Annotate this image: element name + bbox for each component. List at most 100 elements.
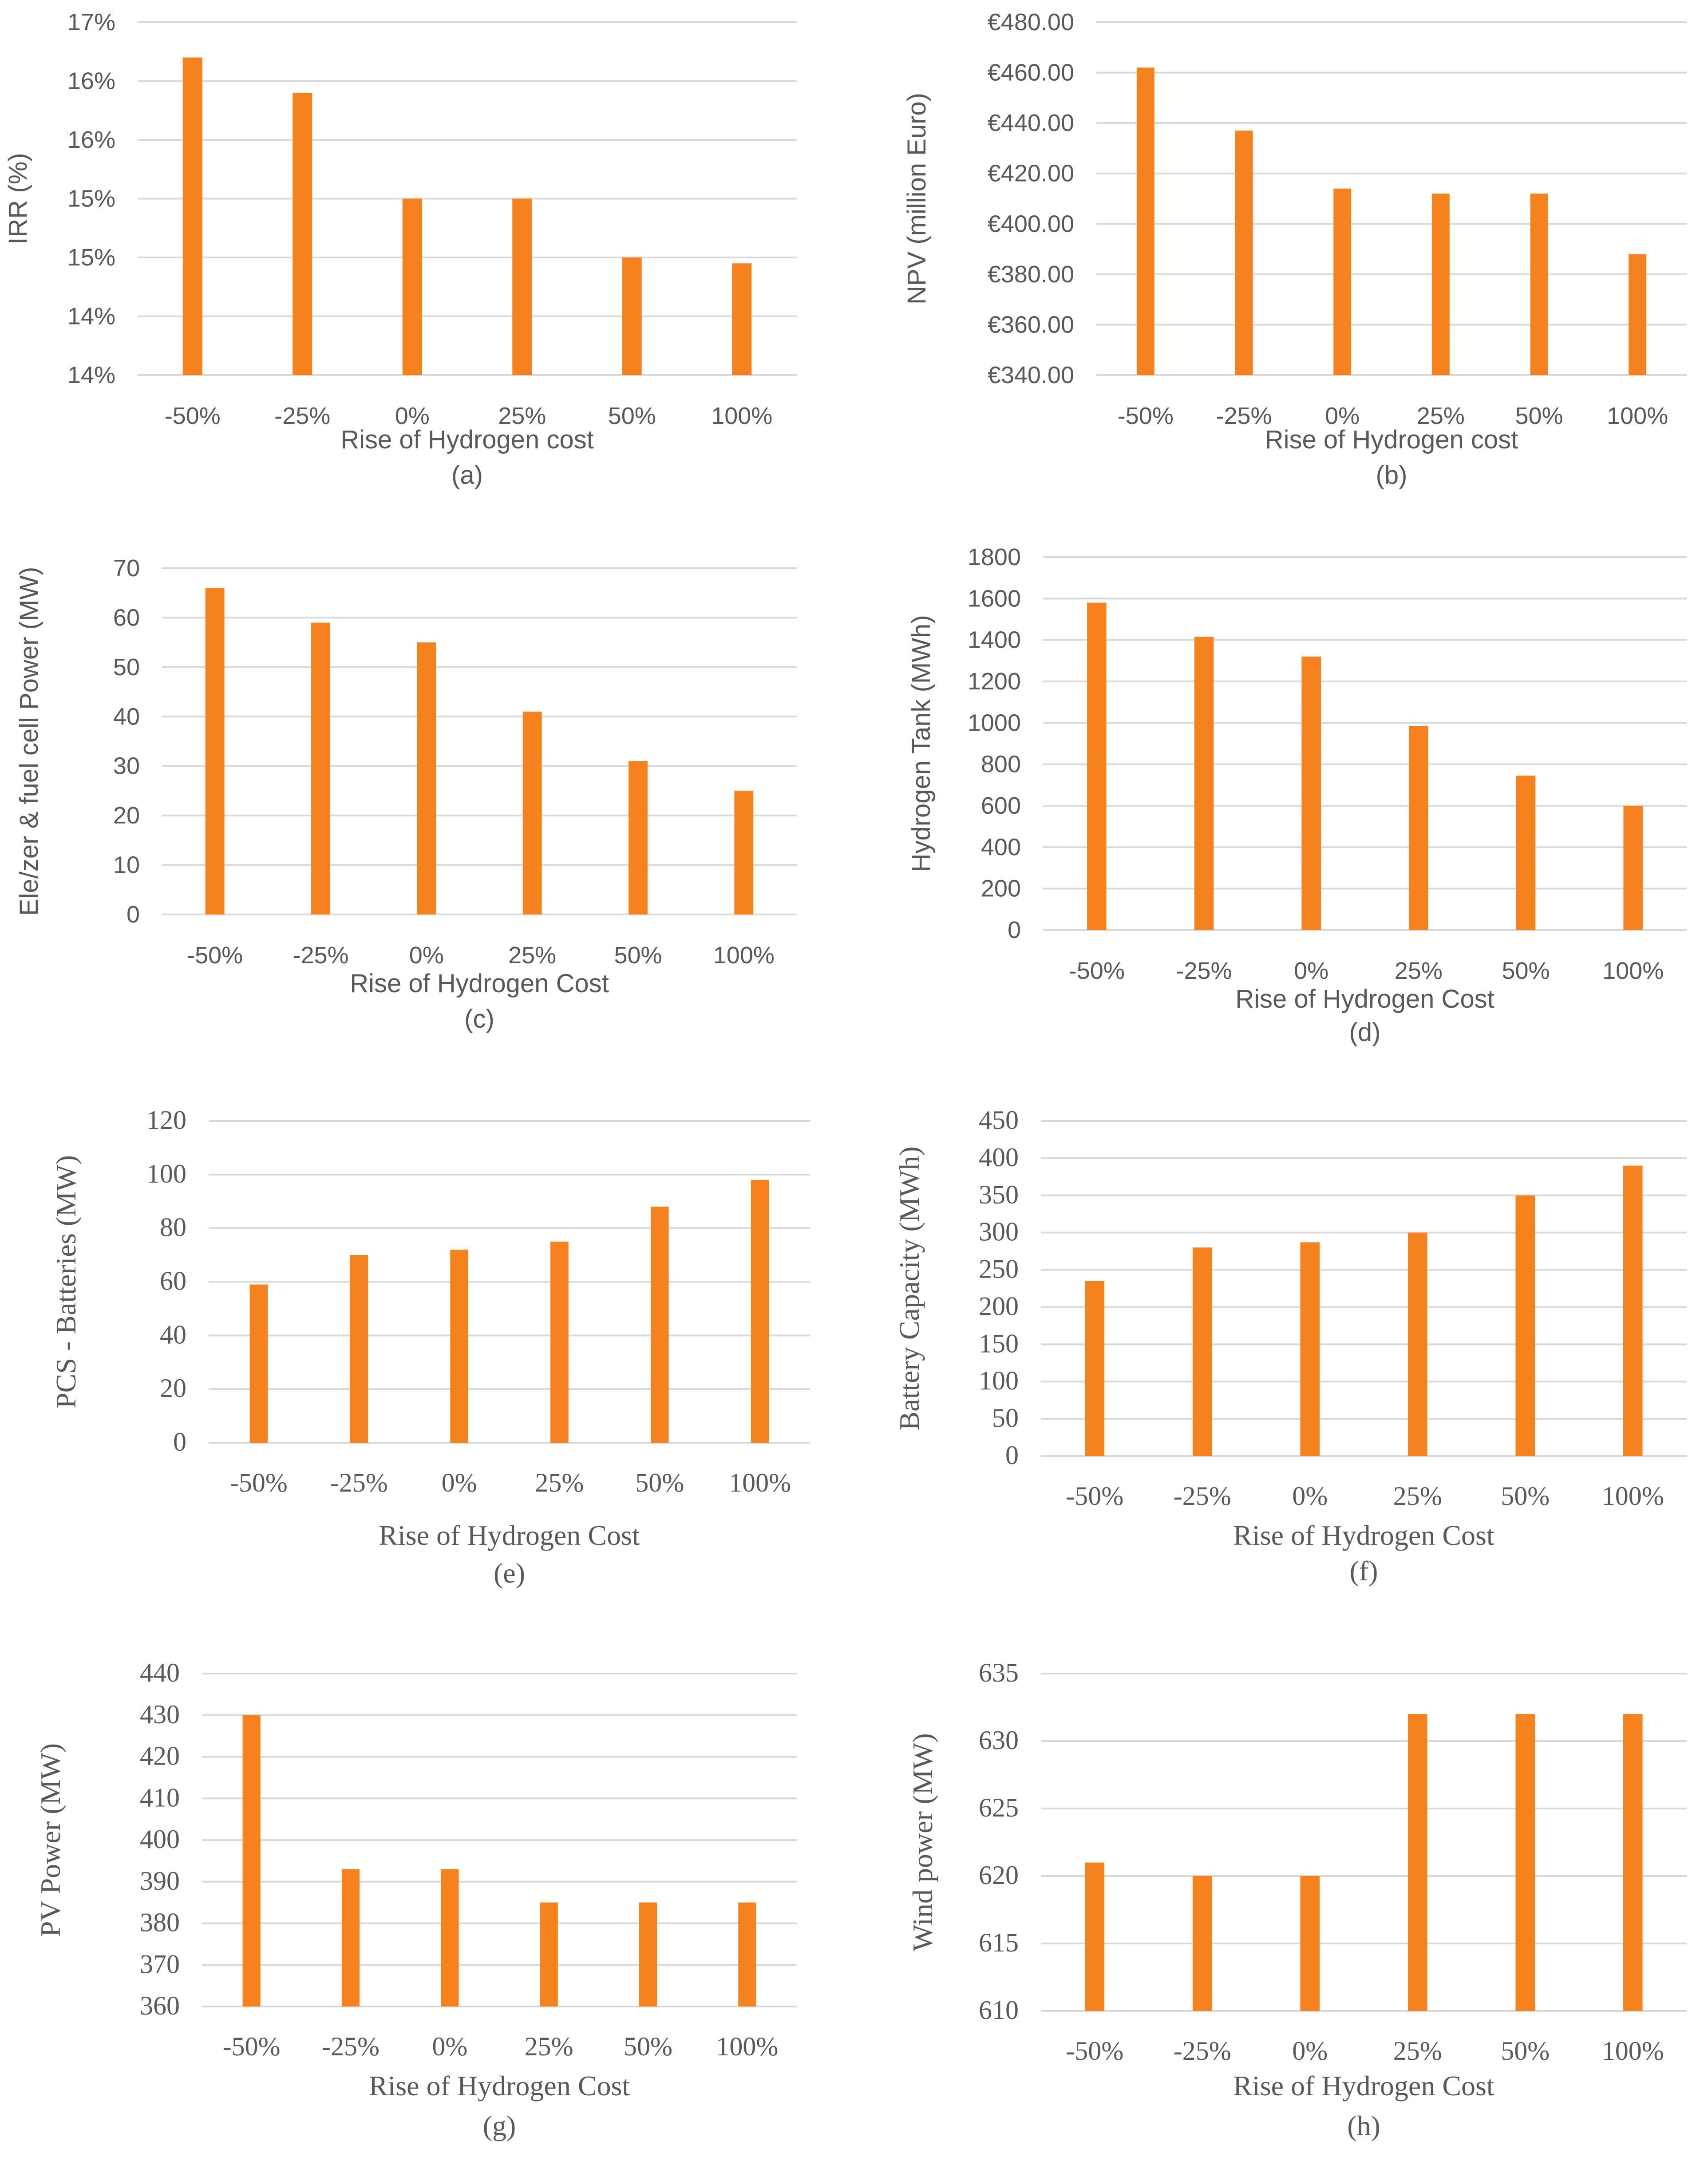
chart-e-xtick-label: 100%	[729, 1468, 791, 1497]
chart-b-xtick-label: -25%	[1216, 403, 1272, 429]
chart-b-ytick-label: €400.00	[988, 210, 1074, 237]
chart-e-ytick-label: 80	[160, 1213, 186, 1242]
chart-g-bar	[639, 1902, 657, 2007]
chart-b-ytick-label: €480.00	[988, 9, 1074, 36]
chart-f-x-axis-title: Rise of Hydrogen Cost	[1233, 1520, 1494, 1551]
chart-f-ytick-label: 150	[979, 1329, 1019, 1358]
chart-b-x-axis-title: Rise of Hydrogen cost	[1265, 425, 1518, 454]
chart-f-bar	[1408, 1232, 1427, 1456]
chart-g-xtick-label: -50%	[223, 2032, 281, 2061]
chart-c-xtick-label: -50%	[187, 942, 243, 969]
chart-h-ytick-label: 615	[979, 1928, 1019, 1957]
chart-a-bar	[293, 93, 312, 375]
chart-g-xtick-label: 100%	[716, 2032, 778, 2061]
chart-e-ytick-label: 20	[160, 1373, 186, 1403]
chart-f-ytick-label: 200	[979, 1291, 1019, 1321]
chart-f-xtick-label: 100%	[1602, 1481, 1664, 1511]
chart-g-ytick-label: 440	[140, 1658, 180, 1687]
chart-h-ytick-label: 635	[979, 1658, 1019, 1687]
chart-a-xtick-label: -50%	[165, 403, 221, 429]
chart-e-ytick-label: 100	[146, 1159, 186, 1188]
chart-d-bar	[1623, 806, 1643, 930]
chart-c-ytick-label: 10	[113, 852, 140, 879]
chart-d-ytick-label: 1800	[968, 544, 1021, 570]
chart-h-ytick-label: 630	[979, 1726, 1019, 1755]
chart-h-x-axis-title: Rise of Hydrogen Cost	[1233, 2070, 1494, 2102]
chart-d-ytick-label: 800	[981, 751, 1021, 778]
chart-b-bar	[1629, 254, 1647, 375]
chart-c-xtick-label: 0%	[409, 942, 444, 969]
chart-g-bar	[341, 1869, 360, 2007]
chart-a-bar	[622, 257, 642, 375]
chart-g-bar	[441, 1869, 459, 2007]
chart-c-xtick-label: 25%	[508, 942, 556, 969]
chart-f-ytick-label: 400	[979, 1143, 1019, 1172]
chart-e-bar	[751, 1179, 769, 1443]
chart-a-ytick-label: 15%	[67, 244, 115, 271]
chart-f-bar	[1192, 1247, 1212, 1456]
chart-f-xtick-label: -50%	[1066, 1481, 1123, 1511]
chart-e-caption: (e)	[494, 1557, 525, 1589]
chart-e-ytick-label: 60	[160, 1266, 186, 1296]
chart-b-bar	[1136, 67, 1154, 375]
chart-a-bar	[402, 198, 422, 375]
chart-e-xtick-label: 50%	[635, 1468, 684, 1497]
chart-h-bar	[1623, 1714, 1643, 2011]
chart-a-x-axis-title: Rise of Hydrogen cost	[340, 425, 594, 454]
chart-d-x-axis-title: Rise of Hydrogen Cost	[1235, 985, 1494, 1013]
chart-h-xtick-label: 50%	[1501, 2036, 1550, 2066]
chart-h-bar	[1085, 1862, 1105, 2011]
chart-f-bar	[1300, 1242, 1320, 1456]
chart-a-bar	[732, 263, 752, 375]
chart-c-caption: (c)	[464, 1005, 494, 1033]
chart-f-xtick-label: 50%	[1501, 1481, 1550, 1511]
chart-g-ytick-label: 400	[140, 1825, 180, 1854]
chart-b-ytick-label: €420.00	[988, 160, 1074, 187]
chart-a-bar	[182, 57, 202, 375]
chart-h-xtick-label: 25%	[1393, 2036, 1442, 2066]
chart-d-ytick-label: 1600	[968, 585, 1021, 612]
chart-f-xtick-label: 25%	[1393, 1481, 1442, 1511]
chart-g-ytick-label: 380	[140, 1908, 180, 1937]
chart-h-ytick-label: 625	[979, 1793, 1019, 1822]
chart-a-xtick-label: -25%	[274, 403, 330, 429]
chart-f-bar	[1623, 1165, 1643, 1456]
chart-h-xtick-label: 0%	[1292, 2036, 1328, 2066]
chart-e-ytick-label: 40	[160, 1320, 186, 1349]
chart-b-bar	[1530, 194, 1548, 375]
chart-c-xtick-label: 50%	[614, 942, 662, 969]
chart-c-ytick-label: 70	[113, 555, 140, 582]
chart-g-ytick-label: 370	[140, 1949, 180, 1979]
chart-f-y-axis-title: Battery Capacity (MWh)	[894, 1147, 925, 1431]
chart-b-ytick-label: €340.00	[988, 362, 1074, 388]
chart-c-ytick-label: 0	[127, 901, 140, 928]
chart-e-xtick-label: 0%	[442, 1468, 477, 1497]
chart-d-ytick-label: 400	[981, 834, 1021, 860]
chart-g-bar	[242, 1715, 261, 2007]
chart-b-xtick-label: 100%	[1607, 403, 1668, 429]
chart-g-ytick-label: 410	[140, 1783, 180, 1812]
chart-d-xtick-label: 100%	[1602, 958, 1664, 984]
chart-h-xtick-label: 100%	[1602, 2036, 1664, 2066]
chart-c-x-axis-title: Rise of Hydrogen Cost	[350, 969, 609, 998]
chart-c-ytick-label: 60	[113, 604, 140, 631]
chart-h-bar	[1300, 1876, 1320, 2011]
chart-f-bar	[1085, 1281, 1105, 1456]
chart-f-ytick-label: 100	[979, 1366, 1019, 1395]
chart-a-ytick-label: 17%	[67, 9, 115, 36]
chart-d-bar	[1516, 776, 1536, 930]
chart-f-ytick-label: 50	[992, 1403, 1019, 1433]
chart-f-ytick-label: 300	[979, 1217, 1019, 1247]
chart-g-ytick-label: 430	[140, 1700, 180, 1729]
chart-e-bar	[450, 1250, 468, 1443]
chart-a-ytick-label: 16%	[67, 68, 115, 95]
chart-c-ytick-label: 50	[113, 654, 140, 681]
chart-b-xtick-label: 50%	[1515, 403, 1563, 429]
chart-f-ytick-label: 0	[1005, 1441, 1019, 1470]
chart-a-caption: (a)	[451, 461, 483, 490]
